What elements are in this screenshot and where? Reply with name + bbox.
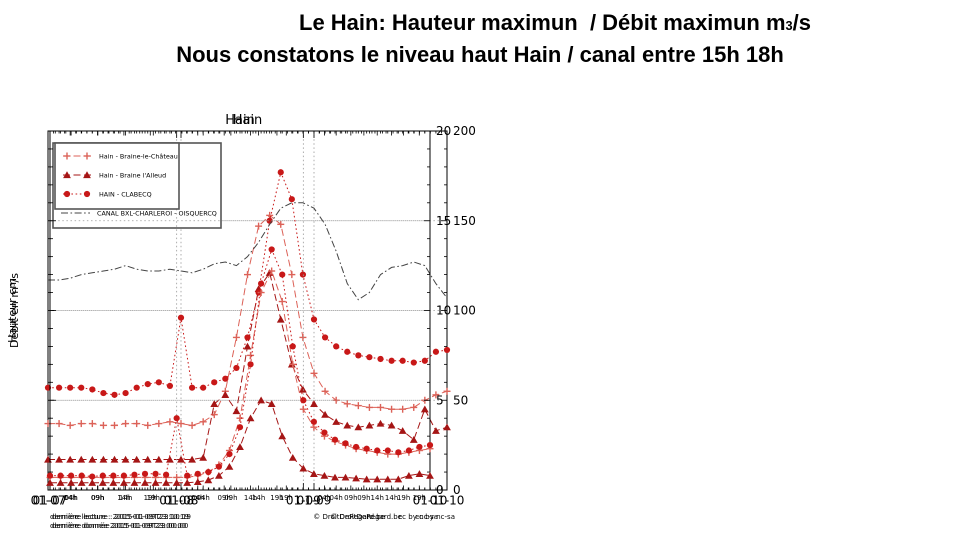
x-tick-hour-label: 09h	[344, 494, 357, 502]
x-tick-hour-label: 04h	[63, 494, 76, 502]
series-hain-clabecq	[46, 246, 434, 480]
y-tick-label: 0	[436, 483, 444, 497]
x-tick-day-label: 01-09	[297, 494, 332, 508]
footer-copyright: © DroitDeRegard.be	[313, 513, 385, 521]
x-tick-hour-label: 04h	[318, 494, 331, 502]
x-tick-day-label: 01-10	[413, 494, 448, 508]
y-tick-label: 20	[436, 124, 451, 138]
y-axis-label: Débit en m³/s	[8, 273, 21, 348]
x-tick-hour-label: 19h	[280, 494, 293, 502]
x-tick-hour-label: 04h	[191, 494, 204, 502]
series-hain-clabecq	[44, 169, 451, 398]
x-tick-hour-label: 19h	[397, 494, 410, 502]
y-tick-label: 15	[436, 214, 451, 228]
x-tick-hour-label: 04h	[329, 494, 342, 502]
footer-last-data: dernière donnée 2015-01-09T23:00:00	[50, 522, 186, 530]
y-tick-label: 10	[436, 304, 451, 318]
legend-label: Hain - Braine-le-Château	[99, 152, 178, 160]
legend: Hain - Braine-le-Château Hain - Braine l'…	[54, 142, 180, 210]
x-tick-hour-label: 14h	[117, 494, 130, 502]
series-hain-braine-l-alleud	[46, 396, 434, 486]
x-tick-hour-label: 04h	[64, 494, 77, 502]
y-tick-label: 100	[453, 304, 476, 318]
x-tick-day-label: 01-09	[286, 494, 321, 508]
legend-label: HAIN - CLABECQ	[99, 190, 152, 198]
footer-license: cc by-nc-sa	[398, 513, 438, 521]
x-tick-day-label: 01-07	[31, 494, 66, 508]
x-tick-hour-label: 04h	[196, 494, 209, 502]
x-tick-hour-label: 09h	[224, 494, 237, 502]
title-line-1-unit: /s	[792, 10, 811, 35]
x-tick-hour-label: 14h	[244, 494, 257, 502]
y-axis-label: Hauteur cm	[6, 278, 19, 343]
x-tick-hour-label: 09h	[217, 494, 230, 502]
series-canal-bxl-charleroi-oisquercq	[48, 202, 448, 301]
x-tick-day-label: 01-10	[430, 494, 465, 508]
footer-license: cc by-nc-sa	[415, 513, 455, 521]
x-tick-hour-label: 14h	[371, 494, 384, 502]
x-tick-hour-label: 14h	[252, 494, 265, 502]
chart-title: Hain	[225, 113, 255, 128]
title-line-2: Nous constatons le niveau haut Hain / ca…	[176, 42, 784, 67]
gridlines	[50, 131, 430, 490]
x-tick-hour-label: 19h	[413, 494, 426, 502]
x-tick-hour-label: 14h	[385, 494, 398, 502]
series-hain-braine-l-alleud	[44, 269, 451, 463]
chart-footer: dernière lecture : 2015-01-09T23:10:19de…	[52, 513, 438, 530]
x-tick-day-label: 01-08	[164, 494, 199, 508]
x-tick-hour-label: 09h	[91, 494, 104, 502]
y-tick-label: 50	[453, 393, 468, 407]
chart-footer: dernière lecture : 2015-01-09T23:10:19de…	[50, 513, 455, 530]
y-tick-label: 150	[453, 214, 476, 228]
legend-label: Hain - Braine l'Alleud	[99, 171, 166, 179]
x-tick-day-label: 01-08	[159, 494, 194, 508]
x-tick-hour-label: 09h	[91, 494, 104, 502]
footer-last-data: dernière donnée 2015-01-09T23:00:00	[52, 522, 188, 530]
y-tick-label: 0	[453, 483, 461, 497]
x-tick-hour-label: 19h	[147, 494, 160, 502]
title-line-1-text: Le Hain: Hauteur maximun / Débit maximun…	[299, 10, 786, 35]
title-line-1-subscript: 3	[785, 18, 793, 33]
x-tick-hour-label: 19h	[144, 494, 157, 502]
y-tick-label: 5	[436, 393, 444, 407]
title-line-1: Le Hain: Hauteur maximun / Débit maximun…	[0, 8, 960, 40]
footer-copyright: © DroitDeRegard.be	[330, 513, 402, 521]
legend-label: CANAL BXL-CHARLEROI - OISQUERCQ	[97, 209, 217, 217]
footer-last-read: dernière lecture : 2015-01-09T23:10:19	[50, 513, 189, 521]
footer-last-read: dernière lecture : 2015-01-09T23:10:19	[52, 513, 191, 521]
chart-title: Hain	[233, 113, 263, 128]
x-tick-hour-label: 14h	[119, 494, 132, 502]
slide-title: Le Hain: Hauteur maximun / Débit maximun…	[0, 8, 960, 69]
x-tick-day-label: 01-07	[33, 494, 68, 508]
x-tick-hour-label: 19h	[270, 494, 283, 502]
y-tick-label: 200	[453, 124, 476, 138]
y-axis: 0 5 10 15 20	[50, 124, 451, 497]
x-tick-hour-label: 09h	[357, 494, 370, 502]
